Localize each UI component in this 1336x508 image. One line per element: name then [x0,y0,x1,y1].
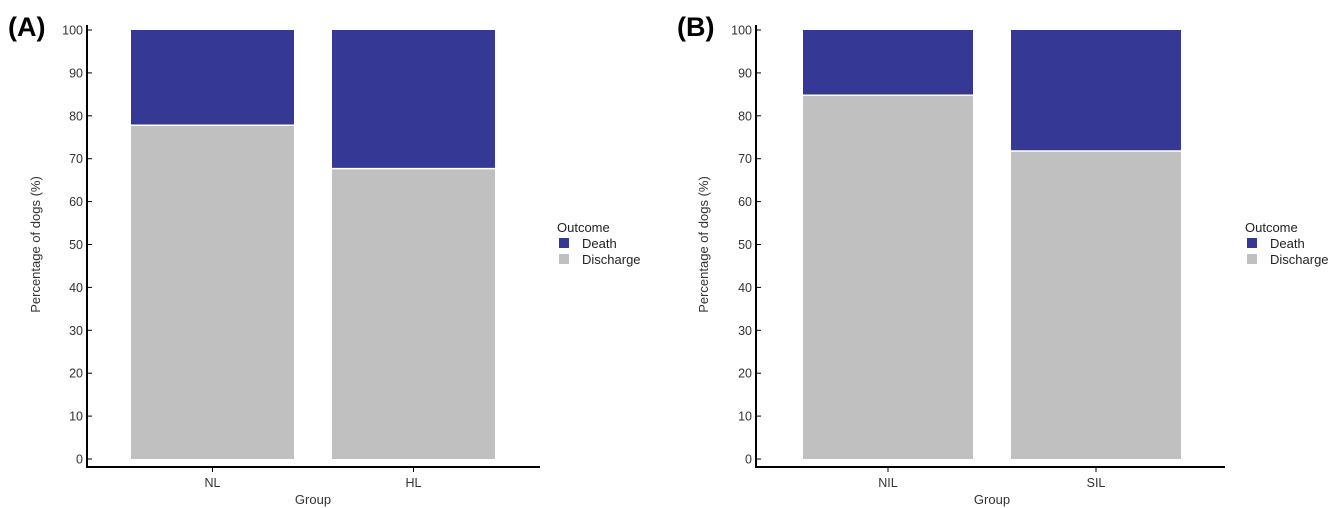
legend-label-death: Death [1270,236,1305,251]
x-tick-label: HL [406,476,422,490]
y-tick-label: 10 [738,410,752,424]
y-tick-label: 50 [738,238,752,252]
chart-panel-0: (A) 0 10 20 30 40 50 60 70 80 90 100 NL HL Group Percen… [8,12,641,507]
y-tick-label: 40 [69,281,83,295]
y-tick-label: 70 [69,152,83,166]
bar-death-nil [803,30,973,96]
chart-panel-1: (B) 0 10 20 30 40 50 60 70 80 90 100 NIL SIL Group Perc… [677,12,1329,507]
y-tick-label: 80 [69,109,83,123]
y-axis-title: Percentage of dogs (%) [696,176,711,313]
bar-death-nl [131,30,294,126]
x-axis-title: Group [974,492,1010,507]
bar-discharge-nl [131,125,294,459]
y-tick-label: 20 [69,367,83,381]
bar-death-sil [1011,30,1181,151]
panel-label: (B) [677,12,714,42]
bar-discharge-nil [803,95,973,459]
legend-title: Outcome [1245,220,1298,235]
legend-label-discharge: Discharge [582,252,641,267]
x-tick-label: NIL [878,476,898,490]
legend-swatch-discharge [559,254,569,264]
y-tick-label: 40 [738,281,752,295]
y-tick-label: 20 [738,367,752,381]
legend-swatch-discharge [1247,254,1257,264]
x-axis-title: Group [295,492,331,507]
y-tick-label: 30 [738,324,752,338]
bar-death-hl [332,30,495,169]
legend-swatch-death [1247,238,1257,248]
y-tick-label: 10 [69,410,83,424]
y-tick-label: 0 [745,453,752,467]
x-tick-label: NL [205,476,221,490]
bar-discharge-hl [332,168,495,459]
y-axis-title: Percentage of dogs (%) [28,176,43,313]
y-tick-label: 60 [69,195,83,209]
y-tick-label: 30 [69,324,83,338]
legend-label-death: Death [582,236,617,251]
x-tick-label: SIL [1087,476,1106,490]
legend-label-discharge: Discharge [1270,252,1329,267]
legend-title: Outcome [557,220,610,235]
y-tick-label: 0 [76,453,83,467]
y-tick-label: 50 [69,238,83,252]
y-tick-label: 70 [738,152,752,166]
y-tick-label: 100 [62,24,83,38]
panel-label: (A) [8,12,45,42]
y-tick-label: 100 [731,24,752,38]
y-tick-label: 80 [738,109,752,123]
bar-discharge-sil [1011,150,1181,459]
y-tick-label: 60 [738,195,752,209]
legend-swatch-death [559,238,569,248]
y-tick-label: 90 [69,66,83,80]
y-tick-label: 90 [738,66,752,80]
